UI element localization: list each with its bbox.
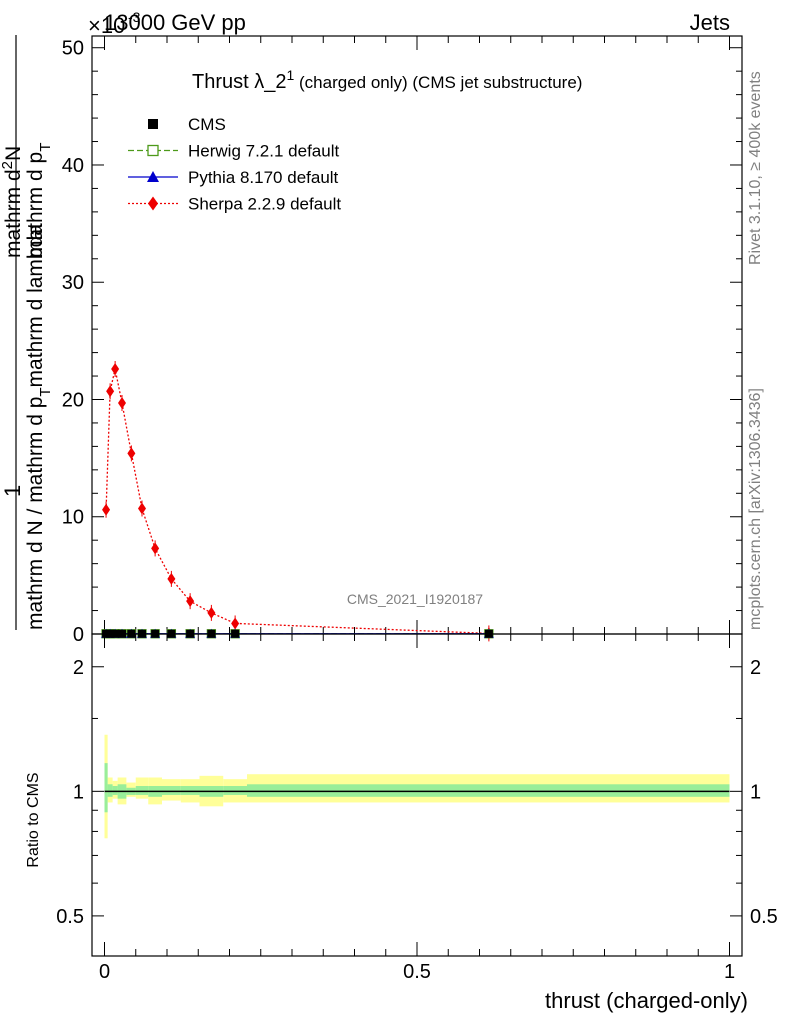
legend: CMS Herwig 7.2.1 default Pythia 8.170 defa… xyxy=(128,115,341,214)
legend-entry: Herwig 7.2.1 default xyxy=(128,142,339,161)
legend-marker xyxy=(147,171,159,182)
legend-label: CMS xyxy=(188,115,226,134)
y-label-denominator-part1: mathrm d N / mathrm d p xyxy=(24,397,47,630)
ratio-y-axis-label: Ratio to CMS xyxy=(25,772,42,867)
main-panel: 0 10 20 30 40 50 CMS_2021_I1920187 Thrust λ_2… xyxy=(62,35,743,646)
ratio-y-tick-label: 0.5 xyxy=(56,906,84,928)
y-label-lambda: mathrm d lambda xyxy=(24,224,47,388)
x-axis-label: thrust (charged-only) xyxy=(545,988,748,1013)
band-segment xyxy=(135,786,149,795)
ratio-y-tick-label-right: 0.5 xyxy=(750,906,778,928)
y-label-superscript-2: 2 xyxy=(0,161,16,169)
data-point xyxy=(207,606,216,619)
data-point xyxy=(111,363,120,376)
data-point xyxy=(138,502,146,515)
y-label-numerator: 1 xyxy=(0,485,25,497)
y-tick-label: 20 xyxy=(62,389,84,411)
series-sherpa xyxy=(102,361,493,642)
legend-label: Sherpa 2.2.9 default xyxy=(188,195,341,214)
legend-label: Herwig 7.2.1 default xyxy=(188,142,339,161)
series-pythia xyxy=(101,628,494,638)
band-segment xyxy=(104,763,108,813)
band-segment xyxy=(107,784,113,797)
data-point xyxy=(231,617,240,630)
legend-entry: Pythia 8.170 default xyxy=(128,168,339,187)
ratio-y-tick-label: 2 xyxy=(73,657,84,679)
y-label-d2n: mathrm d2N xyxy=(0,146,25,258)
data-point xyxy=(127,447,136,460)
y-multiplier-exponent: -3 xyxy=(128,9,141,25)
x-tick-label: 0 xyxy=(99,961,110,983)
y-label-denominator: mathrm d N / mathrm d pTmathrm d lambda xyxy=(24,224,54,630)
ratio-y-tick-label: 1 xyxy=(73,781,84,803)
band-statistical xyxy=(104,763,730,813)
band-segment xyxy=(180,786,200,795)
band-segment xyxy=(112,786,118,795)
y-axis-label-main: 1 mathrm d N / mathrm d pTmathrm d lambd… xyxy=(0,35,54,630)
main-axis-ticks: 0 10 20 30 40 50 xyxy=(62,36,742,646)
y-tick-label: 10 xyxy=(62,507,84,529)
x-tick-label: 0.5 xyxy=(403,961,431,983)
data-point xyxy=(118,397,126,410)
y-tick-label: 30 xyxy=(62,272,84,294)
data-point xyxy=(151,542,160,555)
x-tick-label: 1 xyxy=(724,961,735,983)
legend-marker xyxy=(147,144,159,157)
y-tick-label: 50 xyxy=(62,38,84,60)
ratio-axis-ticks: 0.5 0.5 1 1 2 2 0 0.5 1 xyxy=(56,634,778,983)
y-label-subscript-t2: T xyxy=(37,143,54,152)
y-label-subscript-t1: T xyxy=(37,387,54,396)
y-label-upper-numerator: mathrm d pT xyxy=(24,143,54,258)
watermark-label: CMS_2021_I1920187 xyxy=(347,591,483,607)
y-tick-label: 40 xyxy=(62,155,84,177)
legend-entry: CMS xyxy=(148,115,226,134)
band-segment xyxy=(247,784,730,797)
data-point xyxy=(106,385,115,398)
ratio-panel: 0.5 0.5 1 1 2 2 0 0.5 1 Ratio to CMS xyxy=(25,633,778,983)
header-jets-label: Jets xyxy=(690,10,730,35)
ratio-y-tick-label-right: 2 xyxy=(750,657,761,679)
legend-marker xyxy=(148,196,158,211)
plot-title-suffix: (charged only) (CMS jet substructure) xyxy=(294,73,582,92)
plot-title-prefix: Thrust λ_2 xyxy=(192,71,286,93)
band-segment xyxy=(162,786,181,795)
plot-title: Thrust λ_21 (charged only) (CMS jet subs… xyxy=(192,67,582,93)
band-segment xyxy=(223,786,247,795)
y-label-n: N xyxy=(2,146,25,161)
rivet-label: Rivet 3.1.10, ≥ 400k events xyxy=(747,71,764,265)
mcplots-label: mcplots.cern.ch [arXiv:1306.3436] xyxy=(747,388,764,630)
y-tick-label: 0 xyxy=(73,624,84,646)
header-energy-label: 13000 GeV pp xyxy=(104,10,246,35)
y-multiplier-label: ×10 xyxy=(88,13,125,38)
data-point xyxy=(186,595,195,608)
legend-marker xyxy=(148,119,158,129)
data-point xyxy=(167,572,176,585)
y-label-mathrm-d: mathrm d xyxy=(2,169,25,258)
ratio-y-tick-label-right: 1 xyxy=(750,781,761,803)
legend-label: Pythia 8.170 default xyxy=(188,168,339,187)
data-point xyxy=(102,503,111,516)
ratio-bands xyxy=(104,734,730,839)
y-label-mathrm-dp: mathrm d p xyxy=(24,152,47,258)
legend-entry: Sherpa 2.2.9 default xyxy=(128,195,341,214)
plot-title-superscript: 1 xyxy=(286,67,294,83)
